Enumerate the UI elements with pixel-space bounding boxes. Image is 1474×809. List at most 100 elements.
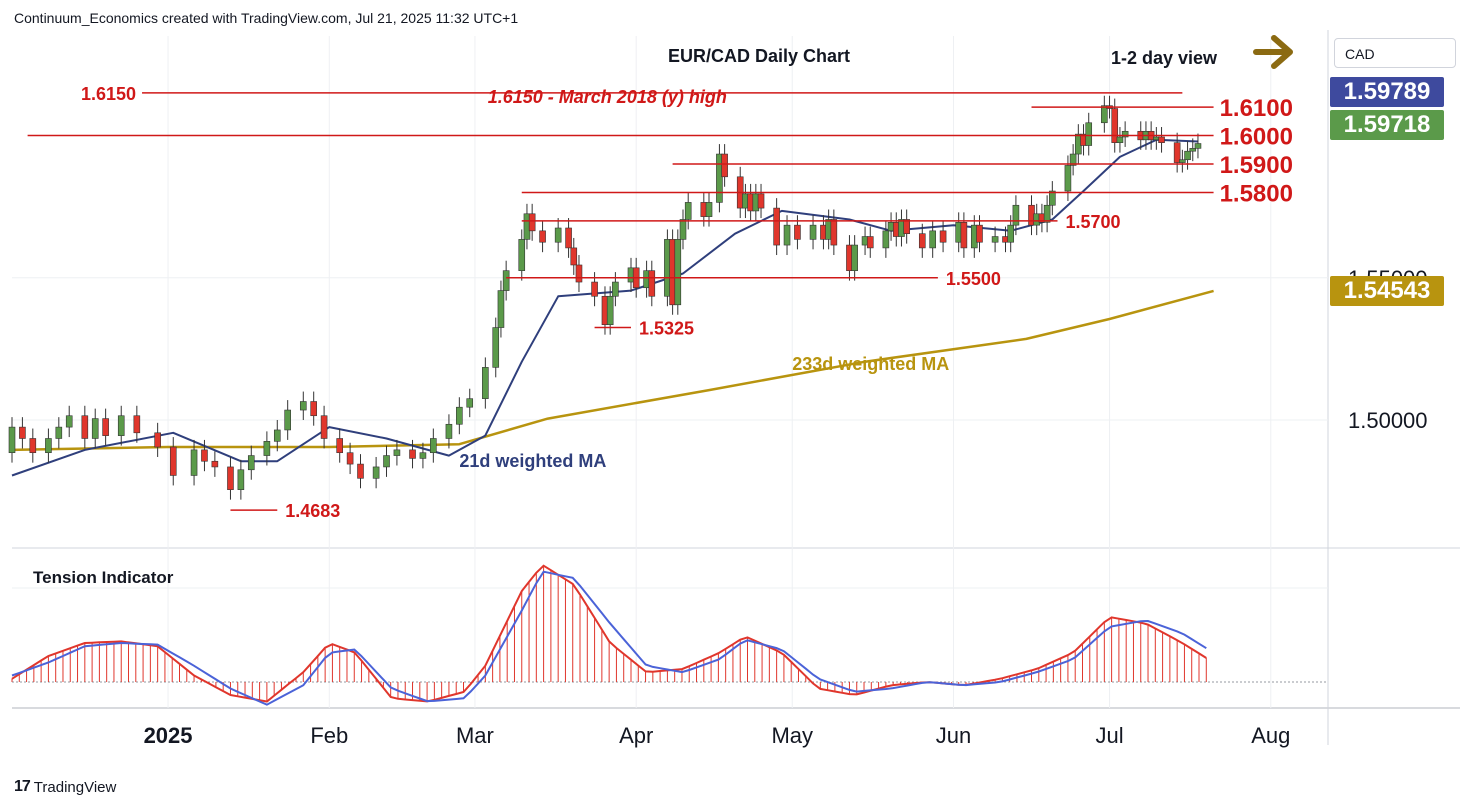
candle-body	[466, 398, 474, 408]
candle-up	[45, 428, 52, 463]
candle-body	[991, 236, 999, 243]
candle-body	[1012, 204, 1020, 226]
candle-up	[466, 388, 474, 418]
candle-body	[482, 367, 489, 399]
candle-up	[91, 408, 99, 449]
tension-indicator: Tension Indicator	[11, 564, 1328, 706]
candle-body	[154, 432, 161, 448]
candle-body	[65, 415, 73, 428]
candle-up	[518, 229, 526, 281]
grid	[12, 30, 1460, 745]
candle-up	[393, 439, 401, 466]
candle-body	[190, 449, 198, 476]
candle-body	[929, 230, 936, 249]
candle-up	[783, 215, 791, 256]
labels: EUR/CAD Daily Chart 1-2 day view 1.6150 - …	[459, 46, 1218, 471]
candle-up	[263, 431, 271, 466]
candle-up	[8, 417, 16, 463]
candle-down	[539, 220, 546, 253]
candle-up	[492, 317, 500, 378]
candle-up	[1184, 141, 1191, 170]
candle-body	[539, 230, 546, 243]
candle-body	[705, 202, 713, 217]
candle-body	[456, 406, 463, 425]
x-tick-label: May	[771, 723, 813, 748]
attribution-text: Continuum_Economics created with Trading…	[14, 10, 519, 26]
candle-body	[55, 426, 63, 439]
level-label: 1.5700	[1066, 212, 1121, 232]
candle-body	[1179, 159, 1186, 163]
candle-up	[554, 218, 562, 253]
candle-body	[518, 239, 526, 271]
candle-body	[91, 418, 99, 439]
candle-body	[918, 233, 926, 249]
candle-down	[528, 203, 536, 241]
candle-body	[1101, 105, 1108, 124]
candle-body	[1111, 108, 1119, 143]
candle-body	[1085, 122, 1093, 146]
candle-up	[55, 417, 63, 449]
level-label: 1.5900	[1220, 152, 1293, 179]
candle-body	[528, 213, 536, 232]
view-label: 1-2 day view	[1111, 48, 1218, 68]
candle-body	[201, 449, 208, 462]
candle-body	[648, 270, 656, 297]
x-tick-label: Jun	[936, 723, 971, 748]
candle-up	[606, 286, 614, 335]
candle-body	[1069, 153, 1077, 166]
candle-body	[794, 224, 801, 240]
candle-down	[648, 260, 656, 307]
level-label: 1.5325	[639, 319, 694, 339]
candle-up	[684, 192, 692, 230]
candle-body	[1158, 136, 1165, 143]
candle-up	[482, 357, 489, 409]
candle-down	[721, 144, 728, 187]
candle-down	[757, 183, 765, 219]
price-badge-ma21: 1.59789	[1330, 77, 1444, 107]
x-tick-label: Aug	[1251, 723, 1290, 748]
candle-up	[1043, 195, 1051, 233]
candle-up	[190, 439, 198, 486]
candle-body	[1189, 148, 1197, 152]
candle-up	[383, 445, 390, 477]
candle-body	[1121, 130, 1129, 138]
candle-down	[939, 220, 947, 253]
candle-body	[320, 415, 328, 439]
candle-down	[227, 456, 234, 500]
candle-up	[882, 220, 890, 258]
price-badge-last: 1.59718	[1330, 110, 1444, 140]
tension-signal-line	[11, 570, 1207, 706]
candle-body	[757, 193, 765, 209]
candle-up	[674, 229, 682, 315]
candle-up	[679, 209, 687, 250]
candle-body	[237, 469, 245, 490]
candle-down	[409, 439, 416, 469]
candle-body	[81, 415, 89, 439]
candle-up	[237, 459, 245, 500]
candle-up	[502, 260, 510, 301]
x-tick-label: 2025	[144, 723, 193, 748]
candle-down	[102, 408, 109, 446]
tradingview-logo[interactable]: 17 TradingView	[14, 778, 116, 796]
candle-up	[1064, 155, 1072, 201]
candle-body	[606, 295, 614, 326]
candle-up	[1085, 112, 1093, 156]
candle-body	[45, 438, 52, 454]
tradingview-brand: TradingView	[33, 778, 117, 796]
candle-up	[299, 391, 307, 420]
candle-body	[263, 441, 271, 456]
currency-selector[interactable]: CAD	[1334, 38, 1456, 68]
candle-up	[1194, 133, 1202, 159]
right-arrow-icon	[1253, 35, 1293, 69]
candle-body	[903, 219, 910, 234]
candle-body	[976, 224, 983, 243]
candle-up	[1121, 121, 1129, 147]
candle-up	[851, 235, 858, 281]
candle-body	[830, 219, 838, 246]
candle-body	[247, 455, 255, 471]
candle-body	[336, 438, 343, 454]
candle-body	[102, 418, 109, 436]
candle-down	[866, 226, 874, 258]
